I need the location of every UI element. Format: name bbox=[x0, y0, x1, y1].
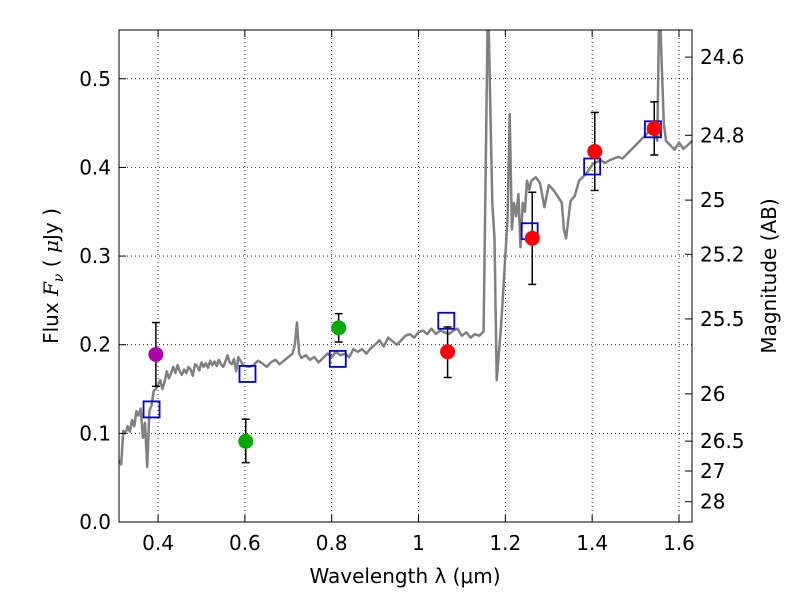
y-axis-label: Flux Fν ( μJy ) bbox=[39, 208, 67, 344]
y-label-nu: ν bbox=[51, 273, 67, 282]
x-axis-label: Wavelength λ (μm) bbox=[309, 564, 500, 588]
y-label-mu: μ bbox=[39, 240, 63, 253]
x-tick-label: 1.6 bbox=[663, 531, 695, 555]
y-tick-label: 0.3 bbox=[79, 244, 111, 268]
y-label-unit: Jy ) bbox=[39, 208, 63, 242]
x-tick-label: 1.2 bbox=[489, 531, 521, 555]
right-tick-label: 25 bbox=[700, 188, 725, 212]
y-label-flux: Flux bbox=[39, 296, 63, 344]
y-tick-label: 0.5 bbox=[79, 67, 111, 91]
right-tick-label: 27 bbox=[700, 459, 725, 483]
model-spectrum-line bbox=[119, 30, 692, 469]
observed-point bbox=[148, 346, 164, 362]
x-tick-label: 0.4 bbox=[142, 531, 174, 555]
model-photometry-square bbox=[583, 157, 602, 176]
y-tick-label: 0.1 bbox=[79, 421, 111, 445]
y-label-f: F bbox=[39, 281, 63, 297]
right-tick-label: 26.5 bbox=[700, 429, 745, 453]
plot-frame bbox=[118, 29, 693, 523]
right-tick-label: 24.8 bbox=[700, 123, 745, 147]
y-tick-label: 0.0 bbox=[79, 510, 111, 534]
model-photometry-square bbox=[437, 311, 456, 330]
right-tick-label: 25.5 bbox=[700, 307, 745, 331]
model-photometry-square bbox=[142, 400, 161, 419]
axis-ticks: 0.4 0.6 0.8 1 1.2 1.4 1.6 0.0 0.1 0.2 0.3 0.4 0.5 24.… bbox=[79, 30, 745, 555]
observed-point bbox=[440, 344, 456, 360]
observed-point bbox=[524, 230, 540, 246]
x-tick-label: 1.4 bbox=[576, 531, 608, 555]
y-tick-label: 0.4 bbox=[79, 155, 111, 179]
right-axis-label: Magnitude (AB) bbox=[757, 198, 781, 353]
x-tick-label: 0.8 bbox=[316, 531, 348, 555]
x-tick-label: 0.6 bbox=[229, 531, 261, 555]
right-tick-label: 28 bbox=[700, 490, 725, 514]
right-tick-label: 24.6 bbox=[700, 45, 745, 69]
y-tick-label: 0.2 bbox=[79, 333, 111, 357]
model-photometry-square bbox=[328, 349, 347, 368]
observed-point bbox=[238, 433, 254, 449]
model-photometry-square bbox=[238, 365, 257, 383]
y-label-open: ( bbox=[39, 253, 63, 274]
observed-point bbox=[331, 320, 347, 336]
observed-point bbox=[646, 120, 662, 136]
plot-series bbox=[119, 30, 692, 469]
right-tick-label: 26 bbox=[700, 382, 725, 406]
x-tick-label: 1 bbox=[412, 531, 425, 555]
right-tick-label: 25.2 bbox=[700, 242, 745, 266]
observed-point bbox=[587, 143, 603, 159]
